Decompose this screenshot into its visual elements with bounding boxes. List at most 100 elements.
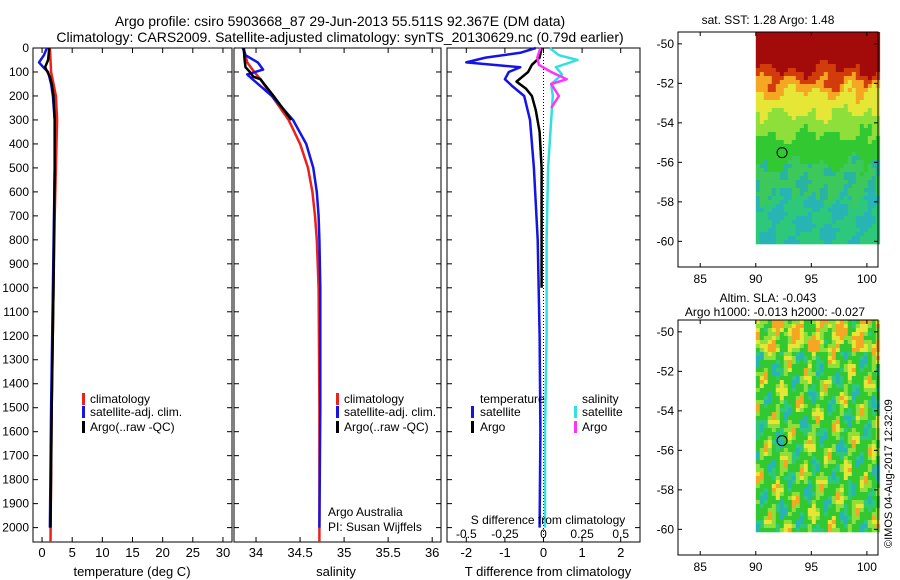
heatmap-cell (871, 504, 877, 509)
heatmap-cell (763, 44, 769, 49)
heatmap-cell (811, 108, 817, 113)
heatmap-cell (759, 84, 765, 89)
heatmap-cell (799, 524, 805, 529)
heatmap-cell (867, 116, 873, 121)
heatmap-cell (811, 520, 817, 525)
heatmap-cell (771, 228, 777, 233)
heatmap-cell (815, 208, 821, 213)
heatmap-cell (839, 128, 845, 133)
heatmap-cell (827, 148, 833, 153)
heatmap-cell (779, 448, 785, 453)
heatmap-cell (815, 144, 821, 149)
heatmap-cell (835, 488, 841, 493)
heatmap-cell (815, 132, 821, 137)
heatmap-cell (759, 196, 765, 201)
heatmap-cell (771, 120, 777, 125)
heatmap-cell (863, 352, 869, 357)
heatmap-cell (791, 436, 797, 441)
heatmap-cell (807, 364, 813, 369)
heatmap-cell (855, 96, 861, 101)
lat-tick-label: -58 (657, 195, 675, 209)
heatmap-cell (755, 136, 761, 141)
heatmap-cell (859, 148, 865, 153)
heatmap-cell (835, 360, 841, 365)
heatmap-cell (815, 520, 821, 525)
heatmap-cell (775, 512, 781, 517)
heatmap-cell (803, 164, 809, 169)
heatmap-cell (791, 328, 797, 333)
heatmap-cell (823, 360, 829, 365)
heatmap-cell (771, 100, 777, 105)
heatmap-cell (815, 56, 821, 61)
heatmap-cell (871, 172, 877, 177)
heatmap-cell (859, 72, 865, 77)
heatmap-cell (827, 328, 833, 333)
heatmap-cell (811, 492, 817, 497)
heatmap-cell (771, 504, 777, 509)
heatmap-cell (855, 52, 861, 57)
heatmap-cell (799, 332, 805, 337)
heatmap-cell (815, 504, 821, 509)
heatmap-cell (859, 124, 865, 129)
heatmap-cell (763, 444, 769, 449)
heatmap-cell (799, 80, 805, 85)
depth-tick-label: 500 (9, 161, 29, 175)
heatmap-cell (771, 524, 777, 529)
heatmap-cell (871, 432, 877, 437)
heatmap-cell (839, 432, 845, 437)
heatmap-cell (835, 376, 841, 381)
heatmap-cell (783, 460, 789, 465)
heatmap-cell (839, 372, 845, 377)
heatmap-cell (795, 448, 801, 453)
heatmap-cell (827, 476, 833, 481)
heatmap-cell (831, 232, 837, 237)
heatmap-cell (847, 84, 853, 89)
heatmap-cell (835, 480, 841, 485)
heatmap-cell (795, 176, 801, 181)
heatmap-cell (819, 80, 825, 85)
depth-tick-label: 400 (9, 137, 29, 151)
heatmap-cell (819, 180, 825, 185)
heatmap-cell (763, 500, 769, 505)
heatmap-cell (755, 496, 761, 501)
heatmap-cell (871, 168, 877, 173)
heatmap-cell (787, 376, 793, 381)
x-tick-label: 34.5 (287, 545, 312, 560)
heatmap-cell (755, 224, 761, 229)
heatmap-cell (767, 420, 773, 425)
heatmap-cell (819, 140, 825, 145)
heatmap-cell (799, 452, 805, 457)
heatmap-cell (767, 60, 773, 65)
heatmap-cell (823, 240, 829, 245)
heatmap-cell (851, 40, 857, 45)
heatmap-cell (803, 96, 809, 101)
heatmap-cell (831, 32, 837, 37)
heatmap-cell (807, 344, 813, 349)
heatmap-cell (823, 452, 829, 457)
heatmap-cell (843, 40, 849, 45)
heatmap-cell (763, 452, 769, 457)
heatmap-cell (835, 332, 841, 337)
heatmap-cell (771, 456, 777, 461)
heatmap-cell (767, 344, 773, 349)
heatmap-cell (775, 344, 781, 349)
heatmap-cell (755, 48, 761, 53)
heatmap-cell (807, 356, 813, 361)
heatmap-cell (783, 60, 789, 65)
heatmap-cell (855, 432, 861, 437)
heatmap-cell (843, 92, 849, 97)
depth-tick-label: 900 (9, 257, 29, 271)
heatmap-cell (871, 196, 877, 201)
heatmap-cell (839, 424, 845, 429)
heatmap-cell (859, 380, 865, 385)
heatmap-cell (799, 64, 805, 69)
heatmap-cell (855, 60, 861, 65)
heatmap-cell (811, 340, 817, 345)
heatmap-cell (791, 356, 797, 361)
heatmap-cell (855, 372, 861, 377)
heatmap-cell (823, 96, 829, 101)
heatmap-cell (839, 92, 845, 97)
heatmap-cell (843, 208, 849, 213)
heatmap-cell (827, 428, 833, 433)
heatmap-cell (831, 512, 837, 517)
